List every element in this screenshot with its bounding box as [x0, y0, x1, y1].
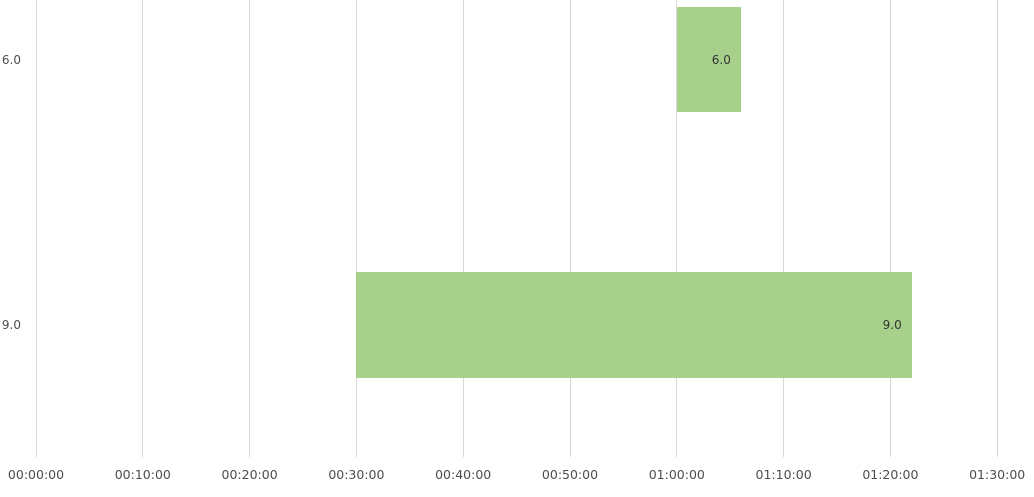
gridline: [35, 0, 37, 457]
bar-value-label: 9.0: [882, 318, 902, 332]
gridline: [569, 0, 571, 457]
gridline: [889, 0, 891, 457]
x-tick-label: 01:30:00: [969, 467, 1026, 482]
bar-value-label: 6.0: [711, 52, 731, 67]
x-tick-label: 00:10:00: [114, 467, 171, 482]
x-tick-label: 00:20:00: [221, 467, 278, 482]
bar: 9.0: [356, 272, 912, 378]
bar: 6.0: [676, 7, 741, 112]
y-axis-category-label: 9.0: [1, 318, 21, 332]
y-axis-category-label: 6.0: [1, 52, 21, 67]
x-tick-label: 00:30:00: [328, 467, 385, 482]
gridline: [783, 0, 785, 457]
x-tick-label: 00:00:00: [7, 467, 65, 482]
gridline: [996, 0, 998, 457]
gridline: [676, 0, 678, 457]
gridline: [355, 0, 357, 457]
x-tick-label: 00:40:00: [435, 467, 492, 482]
x-tick-label: 01:20:00: [862, 467, 919, 482]
gridline: [142, 0, 144, 457]
gridline: [249, 0, 251, 457]
gridline: [462, 0, 464, 457]
x-tick-label: 01:10:00: [755, 467, 812, 482]
x-tick-label: 01:00:00: [648, 467, 705, 482]
x-tick-label: 00:50:00: [541, 467, 599, 482]
